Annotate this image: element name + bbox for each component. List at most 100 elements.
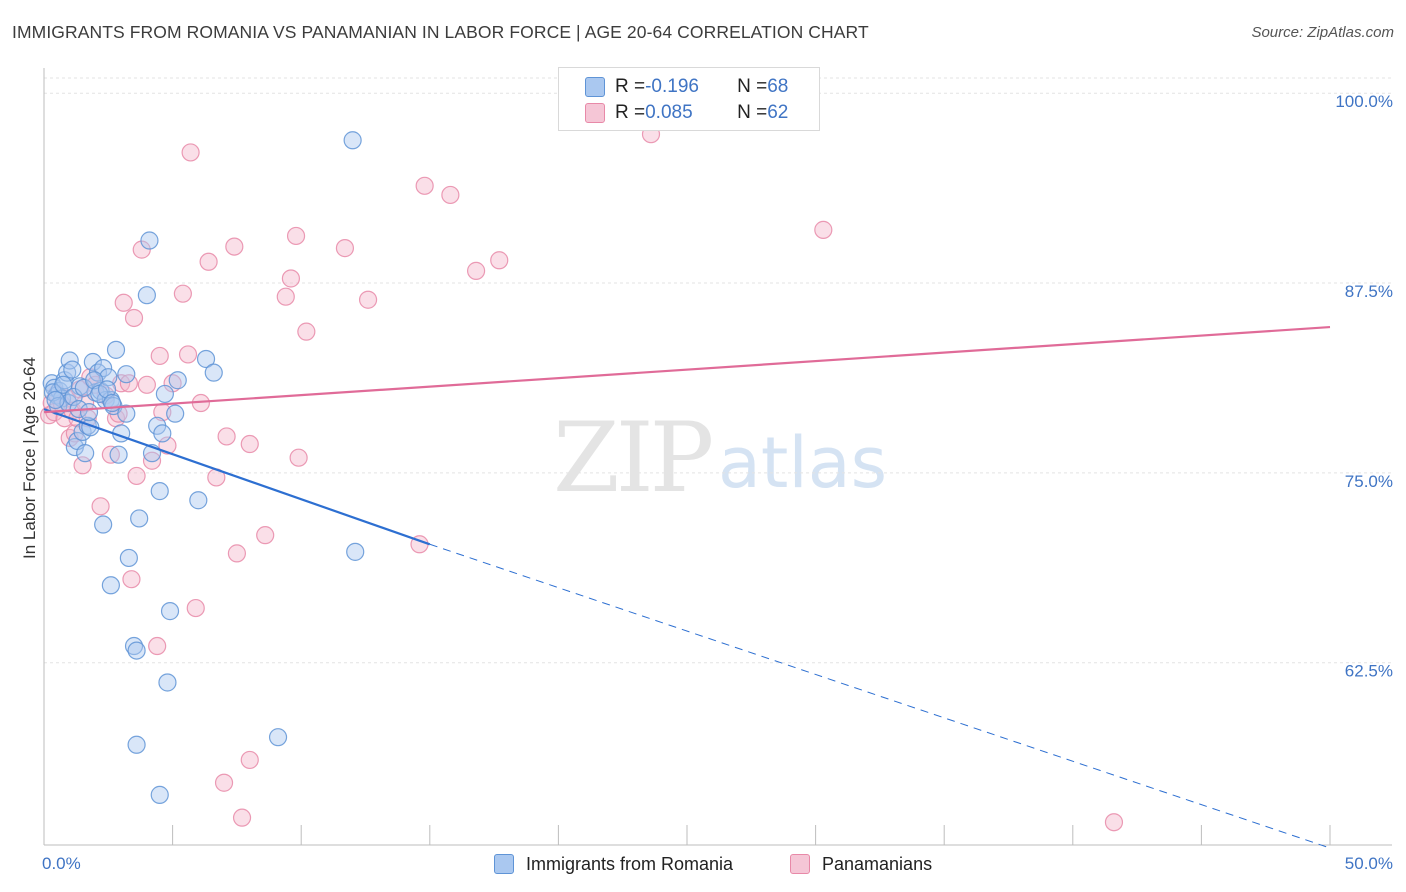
romania-point xyxy=(79,403,99,422)
romania-point xyxy=(63,360,82,379)
panamanians-point xyxy=(178,345,198,364)
panamanians-point xyxy=(150,346,169,366)
panamanians-trend xyxy=(43,325,1331,414)
legend-n-value: 62 xyxy=(767,102,789,123)
legend-n-label: N = xyxy=(737,76,768,97)
x-tick-label: 50.0% xyxy=(1345,854,1393,873)
tick-labels: 62.5% 75.0% 87.5% 100.0% 0.0% 50.0% In Labor F… xyxy=(20,92,1393,873)
romania-point xyxy=(119,548,138,568)
romania-point xyxy=(346,542,365,561)
romania-point xyxy=(150,785,169,804)
romania-point xyxy=(127,735,146,754)
panamanians-point xyxy=(240,750,259,770)
source-label: Source: ZipAtlas.com xyxy=(1251,24,1394,41)
bottom-legend-label-romania: Immigrants from Romania xyxy=(526,853,734,874)
panamanians-point xyxy=(124,308,144,328)
panamanians-point xyxy=(214,773,234,792)
panamanians-point xyxy=(114,293,133,312)
romania-point xyxy=(46,390,65,410)
panamanians-point xyxy=(181,143,200,162)
romania-point xyxy=(196,349,216,369)
axes xyxy=(43,68,1392,846)
bottom-legend-label-panamanians: Panamanians xyxy=(822,853,933,874)
trend-lines xyxy=(43,325,1331,849)
bottom-swatch-pink xyxy=(790,854,810,874)
romania-point xyxy=(117,365,136,384)
chart-title: IMMIGRANTS FROM ROMANIA VS PANAMANIAN IN… xyxy=(12,22,869,42)
legend-swatch-blue xyxy=(585,77,605,97)
y-tick-label: 100.0% xyxy=(1335,92,1393,111)
romania-point xyxy=(130,509,149,528)
panamanians-point xyxy=(335,239,355,258)
panamanians-point xyxy=(276,287,295,306)
romania-point xyxy=(153,424,172,443)
bottom-swatch-blue xyxy=(494,854,514,874)
panamanians-point xyxy=(122,570,141,589)
romania-point xyxy=(166,404,185,423)
panamanians-point xyxy=(225,237,244,256)
panamanians-point xyxy=(240,434,259,454)
panamanians-point xyxy=(199,252,218,271)
romania-point xyxy=(268,728,288,747)
grid-lines xyxy=(44,77,1392,664)
romania-point xyxy=(150,482,169,501)
panamanians-point xyxy=(173,284,192,303)
legend-r-label: R = xyxy=(615,76,646,97)
panamanians-point xyxy=(232,808,252,827)
correlation-legend: R = -0.196 N = 68 R = 0.085 N = 62 xyxy=(558,67,820,131)
romania-point xyxy=(343,131,362,150)
bottom-legend-romania: Immigrants from Romania xyxy=(494,852,733,876)
panamanians-point xyxy=(186,598,205,618)
romania-trend-solid xyxy=(43,408,431,546)
romania-point xyxy=(127,641,146,660)
legend-row-panamanians: R = 0.085 N = 62 xyxy=(585,101,788,125)
romania-point xyxy=(140,231,159,250)
panamanians-point xyxy=(127,466,146,486)
romania-points xyxy=(42,131,365,804)
romania-point xyxy=(101,576,120,595)
panamanians-point xyxy=(132,240,151,259)
romania-point xyxy=(158,673,177,692)
romania-point xyxy=(94,515,113,534)
panamanians-point xyxy=(91,497,110,516)
romania-point xyxy=(189,491,208,510)
panamanians-point xyxy=(490,251,509,270)
panamanians-point xyxy=(297,322,316,341)
panamanians-point xyxy=(217,427,236,446)
panamanians-point xyxy=(1104,813,1124,832)
legend-n-label: N = xyxy=(737,102,768,123)
y-tick-label: 75.0% xyxy=(1345,472,1393,491)
bottom-legend-panamanians: Panamanians xyxy=(790,852,932,876)
legend-r-value: -0.196 xyxy=(645,76,699,97)
watermark-zip: ZIP xyxy=(553,402,714,514)
romania-point xyxy=(137,286,156,305)
panamanians-point xyxy=(281,269,301,288)
legend-r-label: R = xyxy=(615,102,646,123)
romania-point xyxy=(160,602,180,621)
romania-point xyxy=(168,371,187,390)
romania-point xyxy=(117,404,136,423)
legend-r-value: 0.085 xyxy=(645,102,693,123)
watermark-atlas: atlas xyxy=(718,422,888,504)
legend-row-romania: R = -0.196 N = 68 xyxy=(585,75,788,99)
panamanians-point xyxy=(289,448,308,467)
panamanians-point xyxy=(466,261,486,280)
legend-n-value: 68 xyxy=(767,76,789,97)
panamanians-point xyxy=(227,544,246,563)
panamanians-point xyxy=(286,226,306,246)
romania-point xyxy=(109,445,128,464)
panamanians-point xyxy=(137,375,156,394)
romania-point xyxy=(83,352,102,372)
panamanians-point xyxy=(814,220,833,239)
panamanians-point xyxy=(358,290,378,309)
romania-point xyxy=(54,375,73,394)
romania-point xyxy=(85,371,104,390)
panamanians-point xyxy=(441,185,460,205)
romania-point xyxy=(97,380,117,399)
panamanians-point xyxy=(142,451,162,470)
y-axis-title: In Labor Force | Age 20-64 xyxy=(20,357,39,559)
romania-point xyxy=(106,340,126,359)
romania-trend-dashed xyxy=(429,543,1331,849)
panamanians-point xyxy=(148,636,167,656)
